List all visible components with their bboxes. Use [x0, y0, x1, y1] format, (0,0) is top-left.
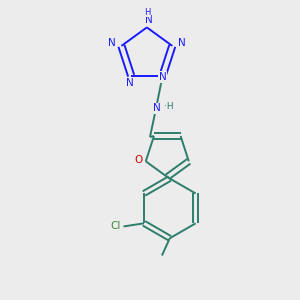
- Text: ·H: ·H: [164, 102, 174, 111]
- Text: H: H: [143, 9, 150, 18]
- Text: H: H: [144, 8, 151, 17]
- Text: N: N: [145, 16, 152, 26]
- Text: N: N: [153, 103, 161, 113]
- Text: N: N: [177, 38, 185, 48]
- Text: N: N: [126, 78, 134, 88]
- Text: N: N: [108, 38, 116, 48]
- Text: N: N: [178, 38, 186, 48]
- Text: N: N: [145, 16, 152, 26]
- Text: O: O: [135, 155, 143, 165]
- Text: N: N: [159, 72, 167, 82]
- Text: Cl: Cl: [110, 221, 121, 232]
